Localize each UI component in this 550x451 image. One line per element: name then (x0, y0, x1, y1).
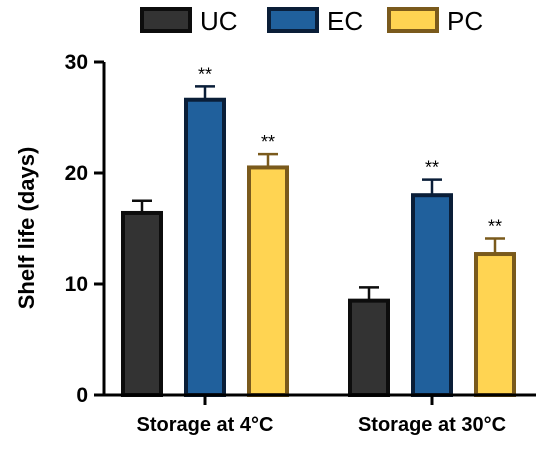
legend-label: PC (447, 6, 483, 36)
significance-label: ** (261, 132, 275, 152)
bar-group-pc: ** (474, 216, 516, 397)
bar-group-ec: ** (184, 64, 226, 398)
bar (184, 97, 226, 398)
y-tick-label: 30 (65, 51, 88, 74)
legend-swatch (387, 7, 439, 33)
y-tick-label: 20 (65, 162, 88, 185)
significance-label: ** (425, 158, 439, 178)
x-axis: Storage at 4°C Storage at 30°C (102, 393, 536, 436)
y-tick-label: 0 (76, 384, 88, 407)
significance-label: ** (488, 216, 502, 236)
bar-group-uc (121, 199, 163, 397)
legend-swatch (267, 7, 319, 33)
bar-group-pc: ** (247, 132, 289, 397)
bar (348, 298, 390, 397)
significance-label: ** (198, 64, 212, 84)
bar (121, 210, 163, 397)
bar (247, 165, 289, 397)
bar-group-uc (348, 286, 390, 397)
legend-label: EC (327, 6, 363, 36)
legend-item-pc: PC (387, 6, 483, 36)
legend-item-ec: EC (267, 6, 363, 36)
legend-item-uc: UC (140, 6, 238, 36)
bars: ** ** ** ** (121, 64, 516, 398)
legend-label: UC (200, 6, 238, 36)
y-axis-title: Shelf life (days) (14, 147, 39, 310)
bar (474, 252, 516, 397)
x-category-label: Storage at 30°C (358, 414, 506, 436)
bar-group-ec: ** (411, 158, 453, 397)
y-axis: 0 10 20 30 (65, 51, 106, 407)
bar (411, 193, 453, 397)
y-tick-label: 10 (65, 273, 88, 296)
x-category-label: Storage at 4°C (137, 414, 274, 436)
legend-swatch (140, 7, 192, 33)
legend: UC EC PC (140, 6, 483, 36)
